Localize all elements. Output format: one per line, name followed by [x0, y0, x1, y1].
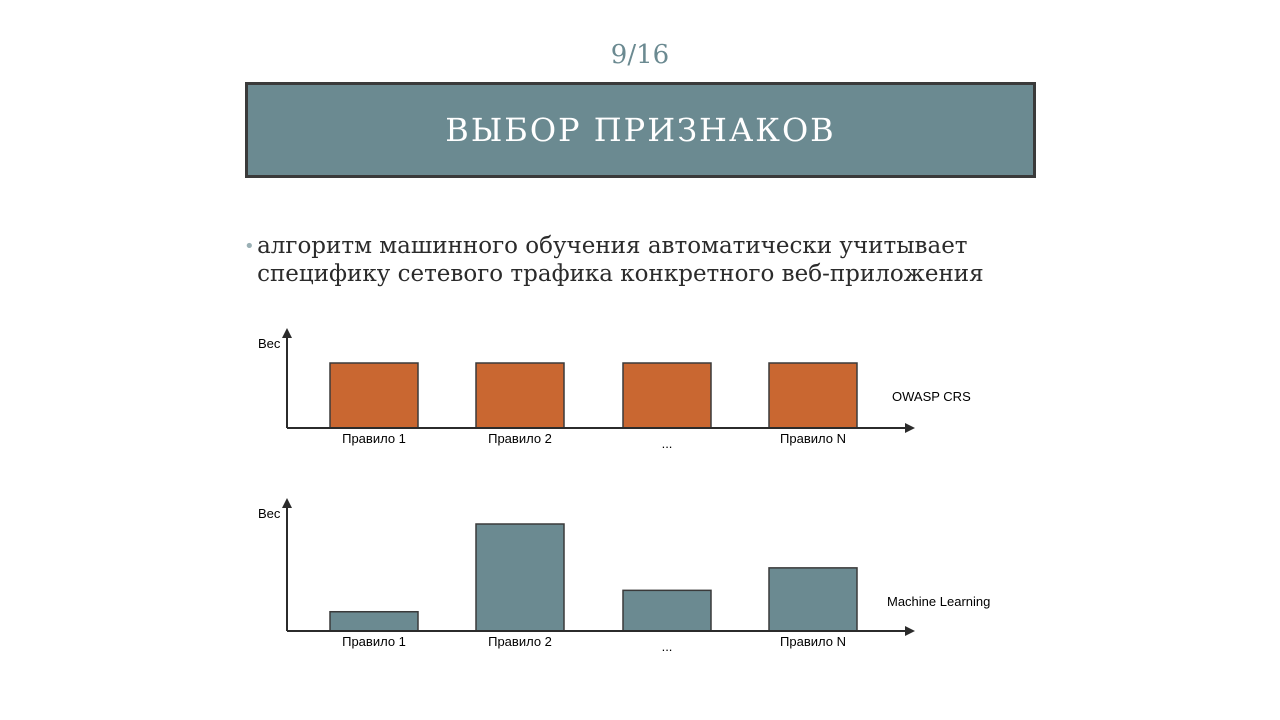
ml-y-arrow-icon: [282, 498, 292, 508]
owasp-series-label: OWASP CRS: [892, 389, 971, 404]
ml-tick-label: Правило 1: [342, 634, 406, 649]
ml-tick-label: Правило 2: [488, 634, 552, 649]
ml-y-label: Вес: [258, 506, 281, 521]
ml-series-label: Machine Learning: [887, 594, 990, 609]
owasp-y-label: Вес: [258, 336, 281, 351]
ml-bar: [769, 568, 857, 631]
owasp-tick-label: ...: [662, 436, 673, 451]
ml-tick-label: ...: [662, 639, 673, 654]
owasp-bar: [623, 363, 711, 428]
ml-bar: [330, 612, 418, 631]
owasp-bar: [769, 363, 857, 428]
owasp-tick-label: Правило 2: [488, 431, 552, 446]
owasp-tick-label: Правило N: [780, 431, 846, 446]
ml-x-arrow-icon: [905, 626, 915, 636]
owasp-bar: [476, 363, 564, 428]
ml-bar: [476, 524, 564, 631]
owasp-tick-label: Правило 1: [342, 431, 406, 446]
ml-bar: [623, 590, 711, 631]
owasp-bar: [330, 363, 418, 428]
owasp-y-arrow-icon: [282, 328, 292, 338]
owasp-x-arrow-icon: [905, 423, 915, 433]
ml-tick-label: Правило N: [780, 634, 846, 649]
